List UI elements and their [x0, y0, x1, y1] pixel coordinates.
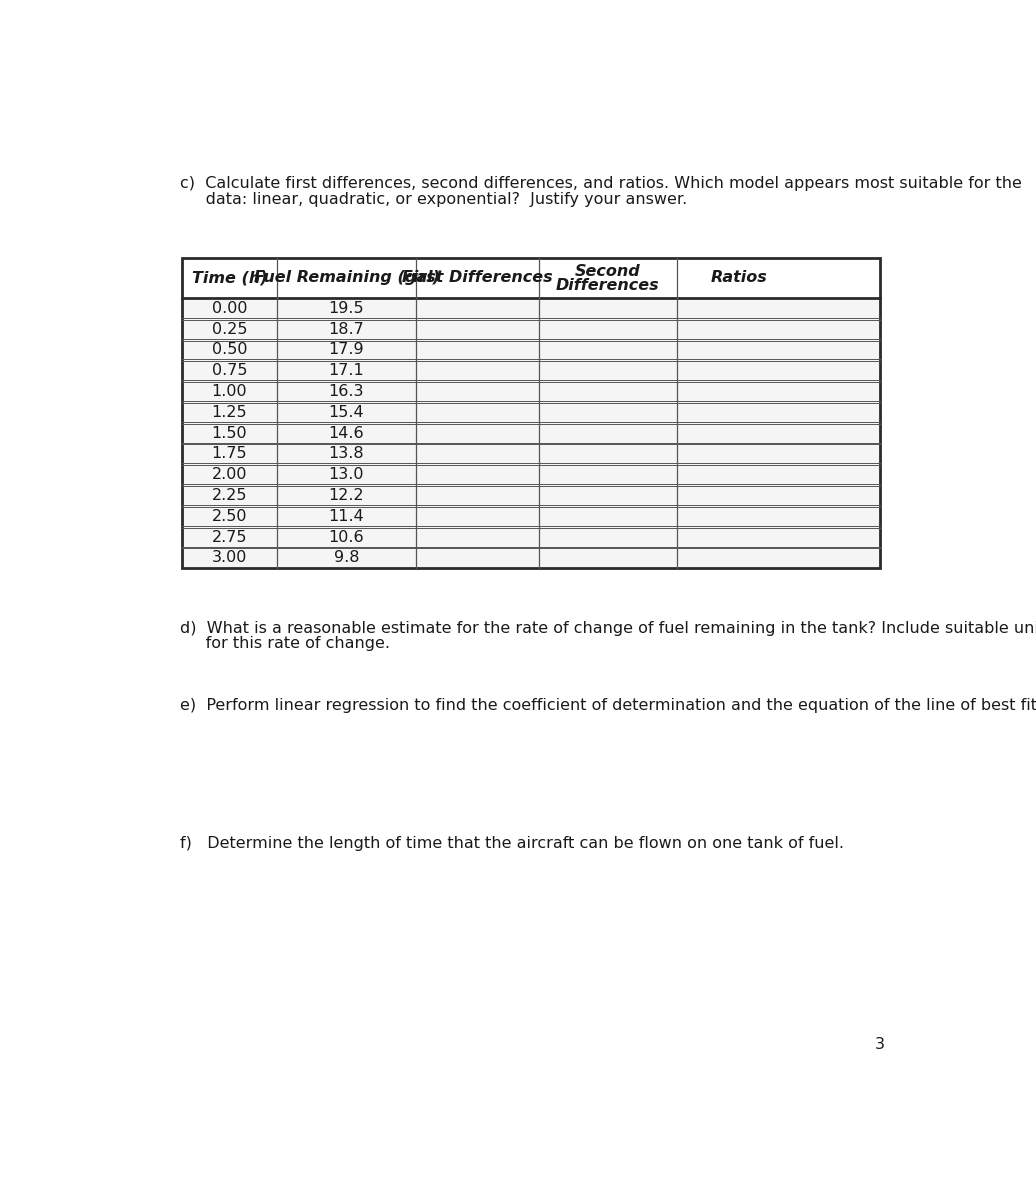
Text: 10.6: 10.6: [328, 529, 365, 545]
Text: 9.8: 9.8: [334, 551, 359, 565]
Bar: [182, 258, 880, 298]
Text: 1.75: 1.75: [211, 446, 248, 462]
Text: 2.00: 2.00: [211, 467, 248, 482]
Text: data: linear, quadratic, or exponential?  Justify your answer.: data: linear, quadratic, or exponential?…: [180, 192, 687, 206]
Text: 15.4: 15.4: [328, 404, 365, 420]
Text: d)  What is a reasonable estimate for the rate of change of fuel remaining in th: d) What is a reasonable estimate for the…: [180, 620, 1036, 636]
Text: 3: 3: [875, 1037, 885, 1052]
Text: 18.7: 18.7: [328, 322, 365, 337]
Text: 16.3: 16.3: [328, 384, 365, 400]
Text: 14.6: 14.6: [328, 426, 365, 440]
Text: 1.50: 1.50: [211, 426, 248, 440]
Text: 1.00: 1.00: [211, 384, 248, 400]
Text: Time (h): Time (h): [192, 270, 267, 286]
Bar: [182, 258, 880, 569]
Bar: [182, 258, 880, 569]
Text: 11.4: 11.4: [328, 509, 365, 523]
Text: 13.0: 13.0: [328, 467, 365, 482]
Text: Second: Second: [575, 264, 640, 280]
Text: 0.25: 0.25: [211, 322, 248, 337]
Text: Fuel Remaining (gal): Fuel Remaining (gal): [254, 270, 439, 286]
Text: 2.25: 2.25: [211, 488, 248, 503]
Text: f)   Determine the length of time that the aircraft can be flown on one tank of : f) Determine the length of time that the…: [180, 836, 844, 851]
Text: 2.50: 2.50: [211, 509, 248, 523]
Text: 0.50: 0.50: [211, 342, 248, 358]
Text: 0.00: 0.00: [211, 301, 248, 316]
Text: 17.9: 17.9: [328, 342, 365, 358]
Text: First Differences: First Differences: [402, 270, 553, 286]
Text: 3.00: 3.00: [211, 551, 248, 565]
Text: 2.75: 2.75: [211, 529, 248, 545]
Text: Ratios: Ratios: [711, 270, 767, 286]
Text: 0.75: 0.75: [211, 364, 248, 378]
Text: 19.5: 19.5: [328, 301, 365, 316]
Text: e)  Perform linear regression to find the coefficient of determination and the e: e) Perform linear regression to find the…: [180, 697, 1036, 713]
Text: c)  Calculate first differences, second differences, and ratios. Which model app: c) Calculate first differences, second d…: [180, 176, 1021, 191]
Text: 12.2: 12.2: [328, 488, 365, 503]
Text: 1.25: 1.25: [211, 404, 248, 420]
Text: 13.8: 13.8: [328, 446, 365, 462]
Text: 17.1: 17.1: [328, 364, 365, 378]
Text: for this rate of change.: for this rate of change.: [180, 636, 390, 652]
Text: Differences: Differences: [556, 278, 660, 293]
